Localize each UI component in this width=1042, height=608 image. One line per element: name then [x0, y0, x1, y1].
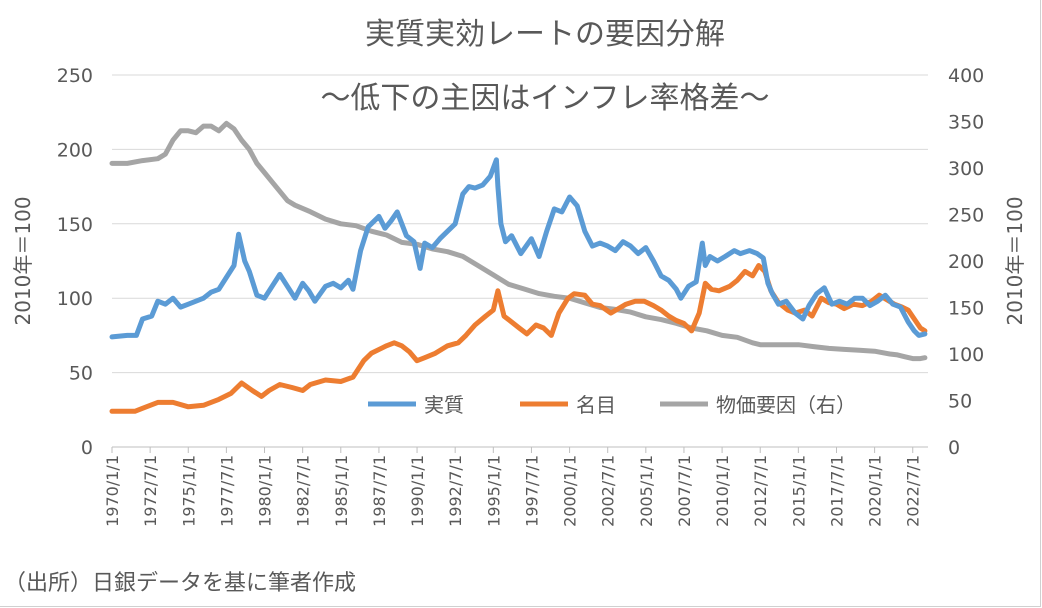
- x-tick-label: 1972/7/1: [141, 455, 160, 527]
- y-tick-left-label: 100: [57, 288, 93, 310]
- legend-label: 物価要因（右）: [716, 393, 856, 417]
- x-tick-label: 2022/7/1: [904, 455, 923, 527]
- chart-title: 実質実効レートの要因分解: [365, 17, 725, 52]
- x-tick-label: 2015/1/1: [789, 455, 808, 527]
- x-tick-label: 1995/1/1: [484, 455, 503, 527]
- x-tick-label: 1987/7/1: [370, 455, 389, 527]
- legend-label: 名目: [576, 393, 616, 417]
- y-axis-right-label: 2010年＝100: [1003, 196, 1027, 325]
- y-axis-left-label: 2010年＝100: [11, 196, 35, 325]
- x-tick-label: 1992/7/1: [446, 455, 465, 527]
- x-tick-label: 1990/1/1: [408, 455, 427, 527]
- x-tick-label: 2000/1/1: [561, 455, 580, 527]
- gridlines: [112, 74, 928, 374]
- x-tick-label: 1975/1/1: [179, 455, 198, 527]
- x-axis: 1970/1/1 1972/7/1 1975/1/1 1977/7/1 1980/1/1…: [103, 446, 928, 527]
- x-tick-label: 2012/7/1: [751, 455, 770, 527]
- chart-subtitle: ～低下の主因はインフレ率格差～: [320, 81, 769, 116]
- x-tick-label: 1977/7/1: [217, 455, 236, 527]
- x-tick-label: 2017/7/1: [827, 455, 846, 527]
- y-axis-right: 0 50 100 150 200 250 300 350 400: [948, 65, 984, 459]
- y-tick-right-label: 100: [948, 344, 984, 366]
- y-tick-left-label: 50: [69, 363, 93, 385]
- y-tick-right-label: 50: [948, 391, 972, 413]
- x-tick-label: 2002/7/1: [599, 455, 618, 527]
- x-tick-label: 2010/1/1: [713, 455, 732, 527]
- y-axis-left: 0 50 100 150 200 250: [57, 65, 93, 459]
- y-tick-left-label: 200: [57, 139, 93, 161]
- y-tick-right-label: 350: [948, 112, 984, 134]
- x-tick-label: 1970/1/1: [103, 455, 122, 527]
- x-tick-label: 1980/1/1: [256, 455, 275, 527]
- x-tick-label: 1982/7/1: [294, 455, 313, 527]
- y-tick-right-label: 250: [948, 205, 984, 227]
- source-note: （出所）日銀データを基に筆者作成: [4, 571, 356, 596]
- series-line-0: [109, 157, 928, 340]
- series-line-1: [109, 263, 928, 414]
- y-tick-left-label: 250: [57, 65, 93, 87]
- y-tick-right-label: 400: [948, 65, 984, 87]
- y-tick-right-label: 200: [948, 251, 984, 273]
- series-lines: [109, 120, 928, 414]
- x-tick-label: 1985/1/1: [332, 455, 351, 527]
- legend: 実質 名目 物価要因（右）: [368, 393, 856, 417]
- series-line-2: [109, 120, 928, 362]
- y-tick-right-label: 300: [948, 158, 984, 180]
- y-tick-right-label: 150: [948, 298, 984, 320]
- y-tick-left-label: 0: [81, 437, 93, 459]
- y-tick-left-label: 150: [57, 214, 93, 236]
- x-tick-label: 2020/1/1: [866, 455, 885, 527]
- x-tick-label: 1997/7/1: [522, 455, 541, 527]
- x-tick-label: 2007/7/1: [675, 455, 694, 527]
- y-tick-right-label: 0: [948, 437, 960, 459]
- legend-label: 実質: [424, 393, 464, 417]
- x-tick-label: 2005/1/1: [637, 455, 656, 527]
